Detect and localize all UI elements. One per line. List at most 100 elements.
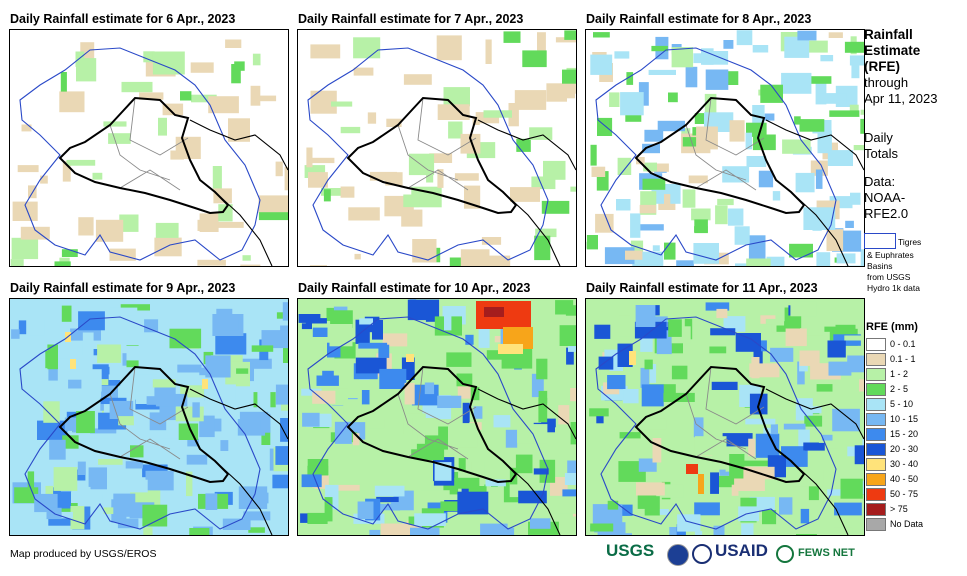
rainfall-cell (766, 256, 785, 266)
rainfall-cell (420, 490, 450, 503)
basin-boundary (19, 316, 261, 530)
rainfall-cell (642, 418, 667, 430)
rainfall-cell (18, 320, 30, 335)
rainfall-cell (859, 379, 864, 392)
rainfall-cell (849, 55, 864, 66)
rainfall-cell (651, 45, 668, 52)
rainfall-cell (693, 53, 716, 64)
rainfall-cell (827, 340, 846, 358)
rainfall-cell (817, 130, 832, 154)
rainfall-cell (187, 438, 199, 447)
rainfall-cell (90, 428, 117, 434)
basin-boundary (595, 47, 837, 261)
rainfall-cell (77, 461, 86, 475)
rainfall-cell (693, 417, 704, 438)
rainfall-cell (199, 213, 219, 232)
panel-title-5: Daily Rainfall estimate for 10 Apr., 202… (298, 281, 531, 295)
rainfall-cell (587, 353, 601, 376)
legend-swatch (866, 428, 886, 441)
rainfall-cell (607, 500, 619, 510)
legend-label: 20 - 30 (890, 444, 919, 454)
rainfall-cell (403, 74, 432, 85)
rainfall-cell (748, 235, 766, 260)
rainfall-cell (374, 485, 405, 497)
rainfall-cell (649, 364, 657, 383)
rainfall-cell (152, 379, 176, 388)
rainfall-cell (493, 415, 511, 428)
rainfall-cell (480, 523, 508, 535)
rainfall-cell (359, 318, 373, 325)
rainfall-map-11-apr (585, 298, 865, 536)
rainfall-cell (310, 90, 337, 114)
rainfall-cell (437, 104, 470, 120)
rainfall-cell (103, 121, 127, 127)
rainfall-cell (340, 126, 361, 134)
rainfall-cell (508, 103, 519, 127)
rainfall-cell (770, 347, 794, 362)
rainfall-cell (816, 384, 833, 392)
rainfall-cell (854, 445, 864, 465)
rainfall-cell (354, 253, 361, 260)
rainfall-cell (794, 116, 801, 125)
rainfall-cell (144, 319, 159, 333)
rainfall-cell (538, 397, 548, 423)
rainfall-cell (412, 418, 439, 436)
rainfall-cell (70, 506, 85, 530)
basin-legend-text: & Euphrates Basins from USGS Hydro 1k da… (867, 250, 920, 293)
rainfall-cell (301, 474, 322, 488)
rainfall-cell (591, 166, 606, 177)
rainfall-cell (369, 529, 381, 535)
rainfall-cell (589, 408, 609, 417)
rainfall-cell (437, 395, 462, 408)
rainfall-cell (61, 305, 72, 322)
rainfall-cell (515, 454, 533, 474)
rainfall-cell (818, 93, 847, 104)
province-boundaries (397, 97, 477, 191)
province-boundaries (397, 366, 477, 460)
rainfall-cell (802, 329, 823, 336)
rainfall-cell (302, 412, 320, 427)
rainfall-cell (53, 467, 78, 491)
rainfall-cell (860, 249, 864, 266)
rainfall-cell (646, 163, 669, 172)
rainfall-cell (663, 392, 695, 402)
rainfall-cell (736, 30, 753, 46)
rainfall-cell (308, 172, 328, 188)
rainfall-cell (329, 324, 353, 347)
rainfall-cell (595, 213, 614, 233)
rainfall-cell (798, 429, 810, 451)
rainfall-cell (762, 510, 777, 525)
rainfall-cell (797, 406, 822, 414)
legend-swatch (866, 473, 886, 486)
hotspot (503, 327, 533, 349)
through-label: through (864, 75, 909, 90)
rainfall-cell (309, 265, 327, 266)
rainfall-cell (793, 470, 824, 487)
rainfall-cell (745, 418, 776, 425)
rainfall-cell (713, 525, 725, 535)
rainfall-cell (404, 382, 415, 405)
rainfall-cell (618, 315, 631, 337)
rainfall-map-9-apr (9, 298, 289, 536)
rainfall-cell (734, 226, 750, 245)
rainfall-cell (546, 83, 567, 102)
rainfall-cell (639, 204, 657, 214)
rainfall-cell (781, 446, 808, 467)
rainfall-cell (47, 344, 58, 370)
rainfall-cell (594, 324, 611, 339)
hotspot (406, 354, 414, 362)
rainfall-cell (152, 51, 185, 75)
rainfall-cell (352, 433, 360, 446)
rainfall-cell (485, 39, 492, 64)
rainfall-cell (850, 192, 861, 205)
rainfall-cell (806, 76, 832, 84)
rainfall-cell (215, 333, 247, 355)
rainfall-cell (222, 518, 251, 530)
rainfall-cell (353, 37, 381, 59)
rainfall-cell (456, 373, 473, 387)
rainfall-cell (664, 242, 676, 260)
rainfall-cell (522, 50, 547, 68)
rainfall-cell (682, 189, 696, 208)
rainfall-cell (638, 458, 657, 472)
rainfall-cell (514, 90, 547, 110)
